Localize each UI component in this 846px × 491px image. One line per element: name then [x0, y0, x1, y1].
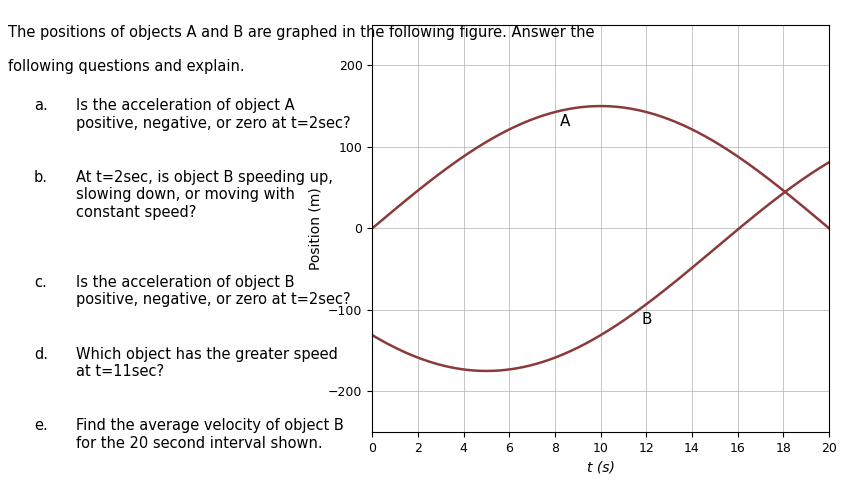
- Text: d.: d.: [34, 347, 48, 362]
- Text: At t=2sec, is object B speeding up,
slowing down, or moving with
constant speed?: At t=2sec, is object B speeding up, slow…: [76, 170, 333, 219]
- Text: Find the average velocity of object B
for the 20 second interval shown.: Find the average velocity of object B fo…: [76, 418, 343, 451]
- Text: B: B: [642, 312, 652, 327]
- Text: The positions of objects A and B are graphed in the following figure. Answer the: The positions of objects A and B are gra…: [8, 25, 595, 40]
- Text: Which object has the greater speed
at t=11sec?: Which object has the greater speed at t=…: [76, 347, 338, 379]
- Text: b.: b.: [34, 170, 48, 185]
- X-axis label: t (s): t (s): [587, 461, 614, 474]
- Text: c.: c.: [34, 275, 47, 290]
- Text: e.: e.: [34, 418, 47, 434]
- Text: following questions and explain.: following questions and explain.: [8, 59, 245, 74]
- Text: Is the acceleration of object B
positive, negative, or zero at t=2sec?: Is the acceleration of object B positive…: [76, 275, 351, 307]
- Text: Is the acceleration of object A
positive, negative, or zero at t=2sec?: Is the acceleration of object A positive…: [76, 98, 351, 131]
- Text: a.: a.: [34, 98, 47, 113]
- Text: A: A: [559, 114, 570, 130]
- Y-axis label: Position (m): Position (m): [309, 187, 322, 270]
